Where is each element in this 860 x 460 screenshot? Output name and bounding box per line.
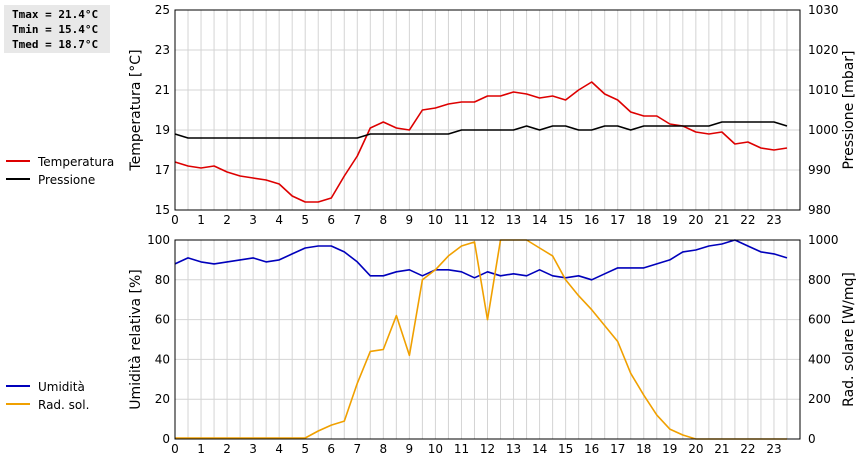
x-tick-label: 11 <box>454 442 469 456</box>
y-left-tick-label: 19 <box>155 123 170 137</box>
y-right-tick-label: 200 <box>808 392 831 406</box>
temperature-pressure-chart: 0 1 2 3 4 5 6 7 8 9 10 11 12 13 14 15 16 17 18 19 20 21 22 2315… <box>6 3 857 227</box>
x-tick-label: 17 <box>610 213 625 227</box>
x-tick-label: 6 <box>327 442 335 456</box>
x-tick-label: 0 <box>171 213 179 227</box>
legend-label: Rad. sol. <box>38 398 89 412</box>
temperature-stats-box: Tmax = 21.4°C Tmin = 15.4°C Tmed = 18.7°… <box>4 5 110 53</box>
x-tick-label: 16 <box>584 442 599 456</box>
y-left-tick-label: 40 <box>155 352 170 366</box>
x-tick-label: 23 <box>766 442 781 456</box>
x-tick-label: 1 <box>197 213 205 227</box>
stat-tmax: Tmax = 21.4°C <box>12 8 99 21</box>
x-tick-label: 3 <box>249 442 257 456</box>
plot-frame <box>174 9 801 211</box>
plot-frame <box>174 239 801 440</box>
x-tick-label: 14 <box>532 213 547 227</box>
x-tick-label: 18 <box>636 442 651 456</box>
x-tick-label: 12 <box>480 442 495 456</box>
y-right-tick-label: 400 <box>808 352 831 366</box>
y-right-axis-label: Rad. solare [W/mq] <box>841 272 857 407</box>
x-tick-label: 23 <box>766 213 781 227</box>
y-left-tick-label: 100 <box>147 233 170 247</box>
x-tick-label: 13 <box>506 442 521 456</box>
x-tick-label: 20 <box>688 213 703 227</box>
y-left-tick-label: 25 <box>155 3 170 17</box>
x-tick-label: 7 <box>353 442 361 456</box>
humidity-radiation-chart: 0 1 2 3 4 5 6 7 8 9 10 11 12 13 14 15 16 17 18 19 20 21 22 2302… <box>6 233 857 456</box>
x-tick-label: 3 <box>249 213 257 227</box>
x-tick-label: 14 <box>532 442 547 456</box>
x-tick-label: 13 <box>506 213 521 227</box>
x-tick-label: 15 <box>558 213 573 227</box>
x-tick-label: 19 <box>662 442 677 456</box>
x-tick-label: 9 <box>406 213 414 227</box>
y-right-axis-label: Pressione [mbar] <box>841 50 857 169</box>
legend-label: Temperatura <box>37 155 114 169</box>
y-left-tick-label: 80 <box>155 273 170 287</box>
x-tick-label: 5 <box>301 213 309 227</box>
x-tick-label: 9 <box>406 442 414 456</box>
x-tick-label: 17 <box>610 442 625 456</box>
x-tick-label: 22 <box>740 213 755 227</box>
stat-tmed: Tmed = 18.7°C <box>12 38 99 51</box>
x-tick-label: 5 <box>301 442 309 456</box>
legend-label: Pressione <box>38 173 95 187</box>
y-left-tick-label: 15 <box>155 203 170 217</box>
y-right-tick-label: 1000 <box>808 233 839 247</box>
y-left-tick-label: 17 <box>155 163 170 177</box>
x-tick-label: 21 <box>714 442 729 456</box>
x-tick-label: 10 <box>428 442 443 456</box>
y-right-tick-label: 990 <box>808 163 831 177</box>
x-tick-label: 2 <box>223 442 231 456</box>
y-right-tick-label: 0 <box>808 432 816 446</box>
series-line-umidit- <box>174 239 788 281</box>
y-right-tick-label: 1010 <box>808 83 839 97</box>
legend-label: Umidità <box>38 380 85 394</box>
x-tick-label: 0 <box>171 442 179 456</box>
x-tick-label: 16 <box>584 213 599 227</box>
x-tick-label: 12 <box>480 213 495 227</box>
x-tick-label: 6 <box>327 213 335 227</box>
y-right-tick-label: 600 <box>808 313 831 327</box>
x-tick-label: 11 <box>454 213 469 227</box>
x-tick-label: 7 <box>353 213 361 227</box>
series-line-pressione <box>174 121 788 139</box>
y-left-axis-label: Umidità relativa [%] <box>128 269 144 410</box>
stat-tmin: Tmin = 15.4°C <box>12 23 99 36</box>
y-left-axis-label: Temperatura [°C] <box>128 49 144 171</box>
y-left-tick-label: 23 <box>155 43 170 57</box>
y-left-tick-label: 21 <box>155 83 170 97</box>
y-left-tick-label: 0 <box>162 432 170 446</box>
x-tick-label: 21 <box>714 213 729 227</box>
y-left-tick-label: 20 <box>155 392 170 406</box>
series-line-temperatura <box>174 81 788 203</box>
x-tick-label: 4 <box>275 442 283 456</box>
x-tick-label: 19 <box>662 213 677 227</box>
x-tick-label: 22 <box>740 442 755 456</box>
x-tick-label: 20 <box>688 442 703 456</box>
series-line-rad-sol- <box>175 239 787 440</box>
y-right-tick-label: 980 <box>808 203 831 217</box>
y-right-tick-label: 800 <box>808 273 831 287</box>
x-tick-label: 10 <box>428 213 443 227</box>
y-left-tick-label: 60 <box>155 313 170 327</box>
x-tick-label: 4 <box>275 213 283 227</box>
x-tick-label: 8 <box>380 442 388 456</box>
x-tick-label: 8 <box>380 213 388 227</box>
x-tick-label: 18 <box>636 213 651 227</box>
x-tick-label: 1 <box>197 442 205 456</box>
y-right-tick-label: 1030 <box>808 3 839 17</box>
x-tick-label: 15 <box>558 442 573 456</box>
y-right-tick-label: 1000 <box>808 123 839 137</box>
x-tick-label: 2 <box>223 213 231 227</box>
y-right-tick-label: 1020 <box>808 43 839 57</box>
